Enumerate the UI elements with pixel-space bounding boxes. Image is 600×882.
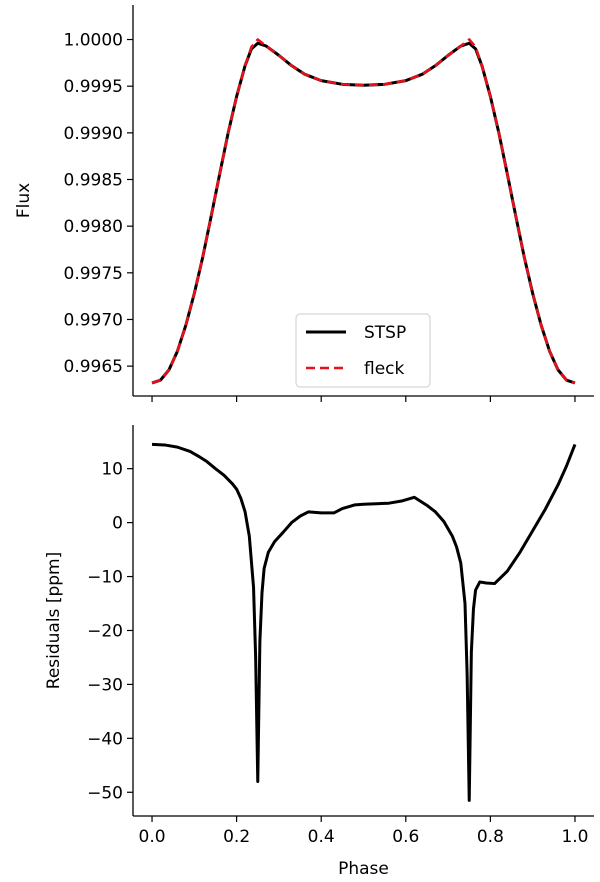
y-tick-label: 0.9970 xyxy=(64,310,123,330)
x-tick-label: 0.8 xyxy=(477,827,504,847)
flux-panel: 0.9965 0.9970 0.9975 0.9980 0.9985 0.9990 0.99… xyxy=(14,5,594,402)
fleck-series-line xyxy=(151,38,576,385)
y-tick-label: −40 xyxy=(87,729,123,749)
y-tick-label: 10 xyxy=(101,460,123,480)
y-tick-label: −30 xyxy=(87,675,123,695)
stsp-legend-label: STSP xyxy=(364,323,406,343)
y-tick-label: 0.9965 xyxy=(64,357,123,377)
y-tick-label: −50 xyxy=(87,783,123,803)
y-tick-label: 1.0000 xyxy=(64,31,123,51)
x-tick-label: 0.0 xyxy=(139,827,166,847)
y-tick-label: −20 xyxy=(87,621,123,641)
x-tick-label: 0.2 xyxy=(223,827,250,847)
residuals-panel: −50 −40 −30 −20 −10 0 10 0.0 0.2 0.4 0.6 0.8 1.0 Resi… xyxy=(44,425,594,879)
y-axis-label: Flux xyxy=(14,183,34,218)
x-tick-label: 0.6 xyxy=(392,827,419,847)
y-tick-label: 0 xyxy=(112,514,123,534)
legend: STSP fleck xyxy=(295,313,431,388)
y-tick-label: 0.9990 xyxy=(64,124,123,144)
fleck-legend-label: fleck xyxy=(364,359,405,379)
y-tick-label: 0.9975 xyxy=(64,264,123,284)
y-tick-label: 0.9985 xyxy=(64,171,123,191)
x-axis-label: Phase xyxy=(338,859,389,879)
y-axis-label: Residuals [ppm] xyxy=(44,552,64,689)
x-tick-label: 1.0 xyxy=(561,827,588,847)
y-tick-label: 0.9995 xyxy=(64,77,123,97)
y-tick-label: 0.9980 xyxy=(64,217,123,237)
x-tick-label: 0.4 xyxy=(308,827,335,847)
legend-box xyxy=(295,313,431,388)
y-tick-label: −10 xyxy=(87,568,123,588)
residuals-series-line xyxy=(151,442,577,802)
